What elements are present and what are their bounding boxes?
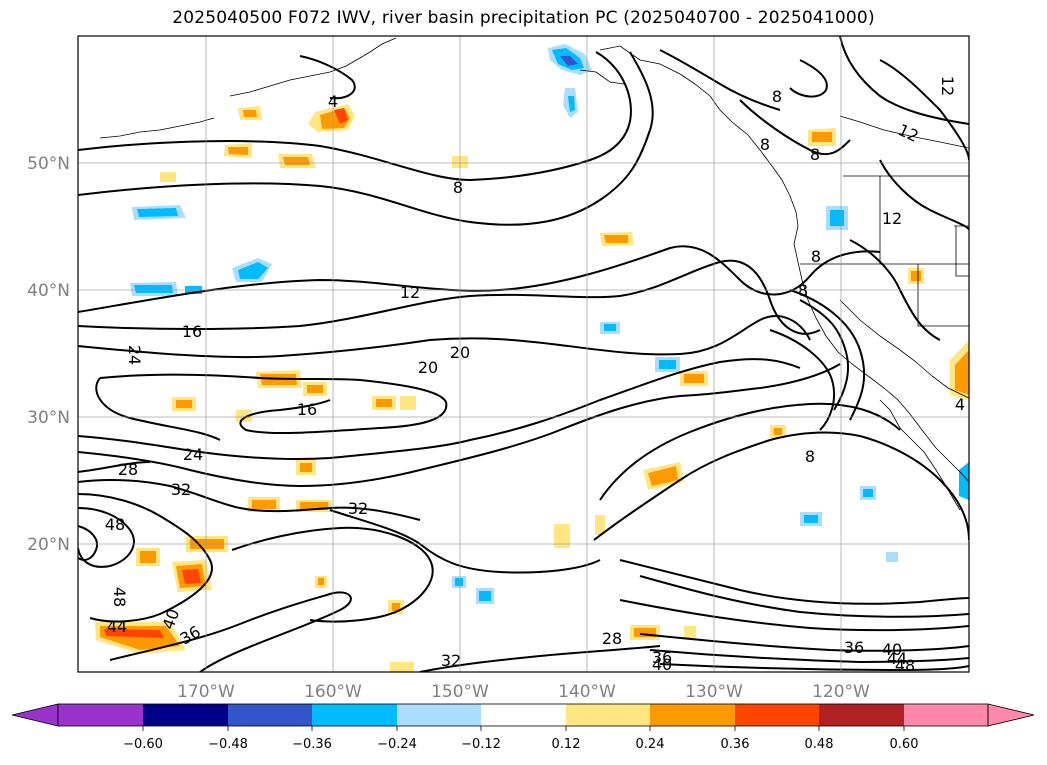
contour-label-40c: 40 [882,640,902,659]
contour-label-8: 8 [453,178,463,197]
colorbar: −0.60 −0.48 −0.36 −0.24 −0.12 0.12 0.24 … [11,703,1035,752]
contour-label-8d: 8 [811,247,821,266]
contour-label-12: 12 [400,283,420,302]
colorbar-bin-10 [819,704,904,726]
colorbar-tick-label: −0.36 [292,737,332,752]
contour-label-24: 24 [183,445,203,464]
colorbar-tick-label: 0.12 [552,737,581,752]
contour-label-8b: 8 [805,447,815,466]
colorbar-tick-label: −0.48 [208,737,248,752]
contour-label-4b: 4 [955,395,965,414]
lat-tick-labels: 50°N 40°N 30°N 20°N [27,154,70,555]
map-title: 2025040500 F072 IWV, river basin precipi… [172,8,875,28]
colorbar-tick-label: 0.24 [636,737,665,752]
colorbar-tick-label: −0.12 [461,737,501,752]
colorbar-extend-high [987,703,1035,727]
lon-tick-140w: 140°W [558,682,616,702]
contour-label-20: 20 [450,343,470,362]
contour-label-8e: 8 [760,135,770,154]
lon-tick-120w: 120°W [812,682,870,702]
contour-label-32: 32 [171,480,191,499]
iwv-contours [78,36,969,672]
contour-label-44b: 44 [887,649,907,668]
colorbar-tick-label: 0.48 [805,737,834,752]
graticule [78,36,969,672]
map-content: 8 12 16 20 20 16 24 24 28 32 32 48 48 44… [78,36,969,675]
contour-label-12b: 12 [895,120,921,146]
colorbar-tick-label: 0.60 [890,737,919,752]
colorbar-tick-label: 0.36 [721,737,750,752]
contour-label-32c: 32 [441,651,461,670]
contour-label-8f: 8 [810,145,820,164]
colorbar-bin-3 [228,704,312,726]
contour-label-8c: 8 [798,281,808,300]
contour-label-24b: 24 [125,345,144,365]
contour-label-4: 4 [328,92,338,111]
colorbar-bin-8 [650,704,735,726]
colorbar-bin-7 [566,704,650,726]
contour-label-28b: 28 [602,629,622,648]
contour-label-44: 44 [107,617,127,636]
colorbar-tick-label: −0.60 [123,737,163,752]
colorbar-bin-5 [397,704,481,726]
precip-patches [95,44,969,672]
contour-label-12d: 12 [882,209,902,228]
contour-label-40b: 40 [652,655,672,674]
colorbar-bin-1 [58,704,143,726]
contour-label-12c: 12 [938,76,957,96]
colorbar-bin-4 [312,704,397,726]
colorbar-bin-6 [481,704,566,726]
contour-label-48b: 48 [110,587,129,607]
contour-label-20b: 20 [418,358,438,377]
lat-tick-20n: 20°N [27,535,70,555]
contour-label-48: 48 [105,515,125,534]
contour-label-48c: 48 [895,656,915,675]
contour-label-36c: 36 [844,638,864,657]
contour-label-28: 28 [118,460,138,479]
colorbar-tick-label: −0.24 [377,737,417,752]
lon-tick-150w: 150°W [431,682,489,702]
contour-label-16: 16 [182,322,202,341]
lon-tick-130w: 130°W [685,682,743,702]
colorbar-bin-2 [143,704,228,726]
colorbar-extend-low [11,703,59,727]
map-frame [77,35,970,673]
contour-label-36b: 36 [652,648,672,667]
lat-tick-50n: 50°N [27,154,70,174]
lon-tick-170w: 170°W [177,682,235,702]
lon-tick-160w: 160°W [304,682,362,702]
contour-label-32b: 32 [348,499,368,518]
colorbar-bin-9 [735,704,819,726]
contour-label-8g: 8 [772,87,782,106]
contour-label-16b: 16 [297,400,317,419]
colorbar-bin-11 [904,704,988,726]
lat-tick-30n: 30°N [27,408,70,428]
lon-tick-labels: 170°W 160°W 150°W 140°W 130°W 120°W [177,682,870,702]
lat-tick-40n: 40°N [27,281,70,301]
